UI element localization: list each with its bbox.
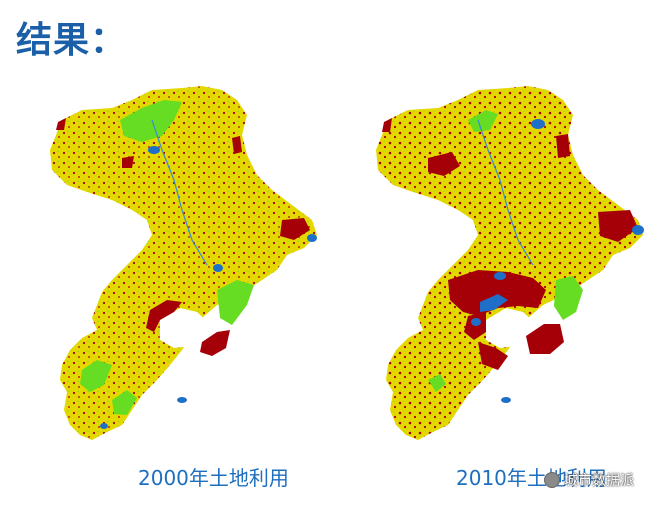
- wechat-logo-icon: [544, 472, 560, 488]
- builtup-area: [428, 152, 460, 176]
- water-body: [632, 225, 644, 235]
- land-use-map-2000-svg: [50, 86, 317, 440]
- water-body: [494, 272, 506, 280]
- builtup-area: [526, 324, 564, 354]
- builtup-area: [556, 134, 570, 158]
- water-body: [148, 146, 160, 154]
- water-body: [100, 423, 108, 429]
- page-title: 结果：: [16, 20, 128, 61]
- vegetation-area: [554, 276, 583, 320]
- land-use-map-2010-svg: [376, 86, 644, 440]
- river-line: [477, 119, 534, 266]
- builtup-area: [122, 156, 134, 168]
- vegetation-area: [80, 360, 112, 392]
- builtup-area: [382, 118, 392, 132]
- region-outline: [50, 86, 317, 440]
- water-body: [501, 397, 511, 403]
- water-body: [213, 264, 223, 272]
- builtup-area: [232, 136, 242, 154]
- land-use-map-2000: [42, 80, 332, 450]
- watermark-text: 城市数据派: [564, 473, 634, 489]
- region-outline: [376, 86, 643, 440]
- water-body: [471, 318, 481, 326]
- builtup-area: [200, 330, 230, 356]
- builtup-area: [464, 312, 486, 340]
- bay-white: [486, 308, 536, 348]
- builtup-area: [448, 270, 546, 316]
- vegetation-area: [428, 374, 446, 392]
- vegetation-area: [120, 100, 182, 142]
- map-caption-2010: 2010年土地利用: [456, 466, 607, 490]
- bay-white: [160, 308, 210, 348]
- builtup-area: [280, 218, 310, 240]
- river-line: [151, 119, 208, 266]
- watermark: 城市数据派: [544, 468, 634, 492]
- map-caption-2000: 2000年土地利用: [138, 466, 289, 490]
- water-body: [480, 294, 508, 312]
- builtup-area: [56, 118, 66, 130]
- water-body: [531, 119, 545, 129]
- land-use-map-2010: [368, 80, 658, 450]
- builtup-area: [478, 342, 508, 370]
- vegetation-area: [468, 110, 498, 132]
- water-body: [177, 397, 187, 403]
- vegetation-area: [112, 390, 137, 415]
- builtup-area: [146, 300, 182, 332]
- builtup-area: [598, 210, 638, 242]
- water-body: [307, 234, 317, 242]
- vegetation-area: [217, 280, 254, 325]
